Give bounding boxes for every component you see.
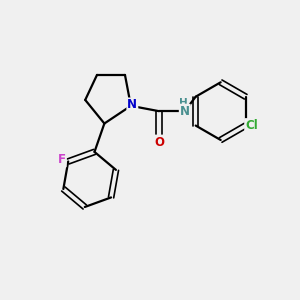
Text: N: N [180,105,190,118]
Text: F: F [58,154,66,166]
Text: N: N [127,98,137,111]
Text: O: O [155,136,165,148]
Text: H: H [179,98,188,108]
Text: Cl: Cl [245,119,258,132]
